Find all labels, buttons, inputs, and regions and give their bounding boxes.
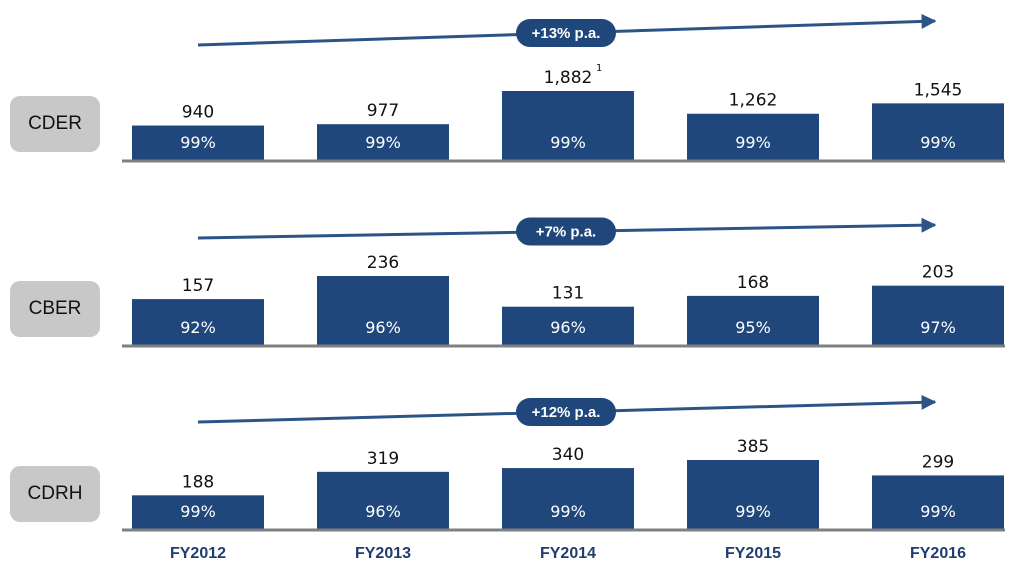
cder-value-label-fy2013: 977 <box>367 101 399 121</box>
cder-value-label-fy2012: 940 <box>182 103 214 123</box>
x-tick-label-fy2016: FY2016 <box>910 545 966 561</box>
cder-bar-fy2016 <box>872 103 1004 160</box>
cdrh-value-label-fy2015: 385 <box>737 437 769 457</box>
cber-value-label-fy2012: 157 <box>182 276 214 296</box>
cber-bar-fy2013 <box>317 276 449 345</box>
x-tick-label-fy2015: FY2015 <box>725 545 781 561</box>
cber-growth-label: +7% p.a. <box>536 224 596 241</box>
cdrh-percent-label-fy2016: 99% <box>920 502 956 521</box>
cber-percent-label-fy2012: 92% <box>180 318 216 337</box>
cder-value-label-fy2014: 1,882 <box>544 68 593 88</box>
row-label-cdrh: CDRH <box>10 466 100 522</box>
x-tick-label-fy2013: FY2013 <box>355 545 411 561</box>
cber-percent-label-fy2016: 97% <box>920 318 956 337</box>
cber-value-label-fy2014: 131 <box>552 284 584 304</box>
cber-percent-label-fy2013: 96% <box>365 318 401 337</box>
cdrh-bar-fy2013 <box>317 471 449 529</box>
cder-value-label-fy2015: 1,262 <box>729 91 778 111</box>
cber-percent-label-fy2014: 96% <box>550 318 586 337</box>
row-label-cber: CBER <box>10 281 100 337</box>
cdrh-bar-fy2014 <box>502 468 634 529</box>
x-tick-label-fy2014: FY2014 <box>540 545 596 561</box>
cdrh-bar-fy2015 <box>687 460 819 529</box>
cdrh-value-label-fy2014: 340 <box>552 445 584 465</box>
cder-growth-pill <box>516 19 616 48</box>
cber-growth-pill <box>516 217 616 246</box>
cber-value-label-fy2013: 236 <box>367 253 399 273</box>
cber-bar-fy2016 <box>872 285 1004 345</box>
cder-growth-label: +13% p.a. <box>532 25 601 42</box>
cder-percent-label-fy2015: 99% <box>735 133 771 152</box>
cdrh-bar-fy2016 <box>872 475 1004 529</box>
cder-bar-fy2015 <box>687 113 819 160</box>
cder-percent-label-fy2013: 99% <box>365 133 401 152</box>
cder-percent-label-fy2016: 99% <box>920 133 956 152</box>
cber-bar-fy2015 <box>687 295 819 345</box>
cder-bar-fy2013 <box>317 124 449 160</box>
cdrh-bar-fy2012 <box>132 495 264 529</box>
cder-bar-fy2012 <box>132 125 264 160</box>
cdrh-growth-label: +12% p.a. <box>532 404 601 421</box>
cdrh-percent-label-fy2013: 96% <box>365 502 401 521</box>
cdrh-percent-label-fy2012: 99% <box>180 502 216 521</box>
cder-bar-fy2014 <box>502 91 634 160</box>
cdrh-value-label-fy2016: 299 <box>922 452 954 472</box>
cdrh-percent-label-fy2015: 99% <box>735 502 771 521</box>
cdrh-growth-pill <box>516 398 616 427</box>
x-tick-label-fy2012: FY2012 <box>170 545 226 561</box>
cber-bar-fy2012 <box>132 299 264 345</box>
row-label-cder: CDER <box>10 96 100 152</box>
cber-value-label-fy2016: 203 <box>922 263 954 283</box>
cdrh-value-label-fy2013: 319 <box>367 449 399 469</box>
cder-superscript-fy2014: 1 <box>596 63 602 74</box>
cder-percent-label-fy2012: 99% <box>180 133 216 152</box>
cder-value-label-fy2016: 1,545 <box>914 80 963 100</box>
cder-percent-label-fy2014: 99% <box>550 133 586 152</box>
cdrh-percent-label-fy2014: 99% <box>550 502 586 521</box>
cber-percent-label-fy2015: 95% <box>735 318 771 337</box>
cber-value-label-fy2015: 168 <box>737 273 769 293</box>
cdrh-value-label-fy2012: 188 <box>182 472 214 492</box>
cber-bar-fy2014 <box>502 306 634 345</box>
